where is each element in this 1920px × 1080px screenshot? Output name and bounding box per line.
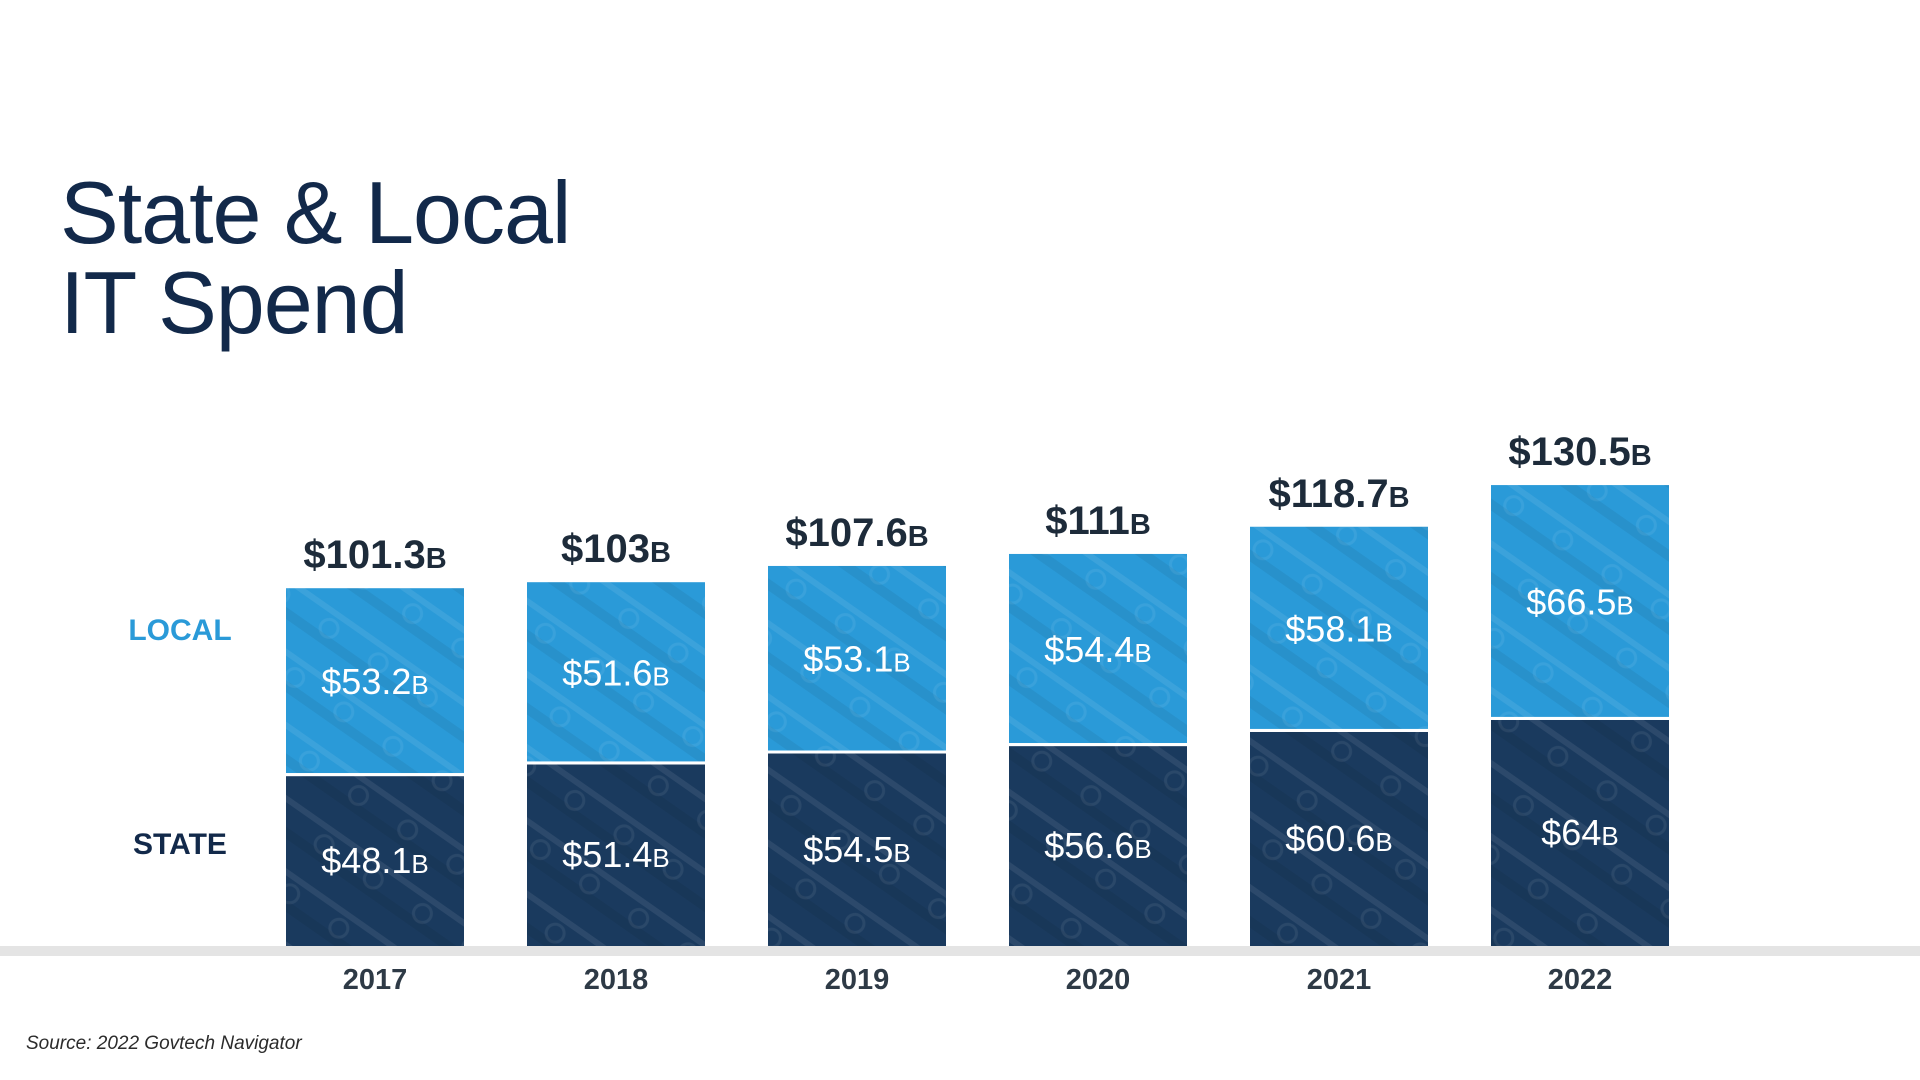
chart-title-line-1: State & Local: [60, 163, 571, 262]
bar-divider-2022: [1491, 716, 1669, 720]
state-value-label-2017: $48.1B: [321, 840, 428, 881]
bar-local-texture-2018: [527, 582, 705, 762]
source-note: Source: 2022 Govtech Navigator: [26, 1033, 302, 1054]
x-tick-label-2021: 2021: [1307, 964, 1372, 996]
bar-state-texture-2018: [527, 764, 705, 946]
bar-local-texture-2019: [768, 565, 946, 751]
total-value-label-2017: $101.3B: [303, 533, 446, 577]
bar-divider-2020: [1009, 743, 1187, 747]
x-tick-label-2017: 2017: [343, 964, 408, 996]
total-value-label-2020: $111B: [1045, 499, 1151, 543]
chart-baseline: [0, 946, 1920, 956]
total-value-label-2021: $118.7B: [1268, 472, 1409, 516]
x-tick-label-2019: 2019: [825, 964, 890, 996]
state-value-label-2022: $64B: [1541, 812, 1618, 853]
total-value-label-2022: $130.5B: [1508, 430, 1651, 474]
bar-divider-2018: [527, 761, 705, 765]
local-value-label-2020: $54.4B: [1044, 629, 1151, 670]
state-value-label-2018: $51.4B: [562, 834, 669, 875]
bar-local-texture-2020: [1009, 553, 1187, 744]
local-value-label-2019: $53.1B: [803, 639, 910, 680]
bar-local-texture-2022: [1491, 485, 1669, 717]
local-value-label-2022: $66.5B: [1526, 582, 1633, 623]
local-value-label-2021: $58.1B: [1285, 608, 1392, 649]
x-tick-label-2022: 2022: [1548, 964, 1613, 996]
legend-state: STATE: [133, 828, 227, 861]
bar-local-texture-2021: [1250, 526, 1428, 729]
total-value-label-2019: $107.6B: [785, 511, 928, 555]
bar-local-texture-2017: [286, 588, 464, 774]
bar-state-texture-2017: [286, 776, 464, 946]
total-value-label-2018: $103B: [561, 527, 671, 571]
local-value-label-2018: $51.6B: [562, 652, 669, 693]
bar-divider-2019: [768, 750, 946, 754]
state-value-label-2021: $60.6B: [1285, 818, 1392, 859]
bar-state-texture-2020: [1009, 746, 1187, 946]
chart-title: State & Local IT Spend: [60, 163, 571, 352]
x-tick-label-2018: 2018: [584, 964, 649, 996]
local-value-label-2017: $53.2B: [321, 661, 428, 702]
bar-state-texture-2021: [1250, 731, 1428, 946]
x-tick-label-2020: 2020: [1066, 964, 1131, 996]
legend-local: LOCAL: [128, 614, 232, 647]
bar-divider-2017: [286, 773, 464, 777]
chart-title-line-2: IT Spend: [60, 253, 409, 352]
bar-state-texture-2022: [1491, 719, 1669, 946]
bar-divider-2021: [1250, 728, 1428, 732]
state-value-label-2019: $54.5B: [803, 829, 910, 870]
state-value-label-2020: $56.6B: [1044, 825, 1151, 866]
bar-state-texture-2019: [768, 753, 946, 946]
